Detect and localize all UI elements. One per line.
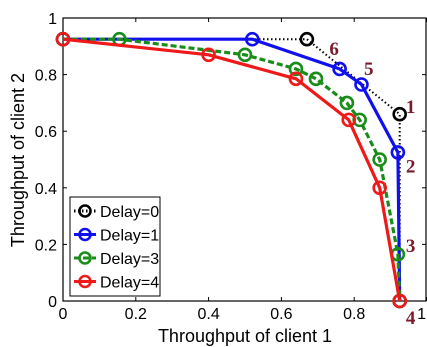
data-point — [55, 31, 71, 47]
legend-item: Delay=0 — [74, 204, 159, 221]
legend-label: Delay=3 — [100, 251, 159, 268]
data-point — [244, 31, 260, 47]
annotation-label: 4 — [406, 308, 416, 329]
data-point — [392, 106, 408, 122]
series-line — [63, 37, 402, 302]
legend: Delay=0 Delay=1 Delay=3 Delay=4 — [69, 196, 161, 297]
legend-item: Delay=3 — [74, 251, 159, 268]
legend-label: Delay=1 — [100, 228, 159, 245]
legend-item: Delay=4 — [74, 275, 159, 292]
x-tick-label: 1 — [417, 306, 426, 323]
annotation-label: 5 — [364, 59, 374, 80]
x-tick-label: 0.6 — [270, 306, 292, 323]
annotation-layer: 1 2 3 4 5 6 — [329, 39, 415, 329]
plot-border — [62, 17, 427, 302]
legend-label: Delay=4 — [100, 275, 159, 292]
annotation-label: 6 — [329, 39, 339, 60]
data-point — [372, 152, 387, 167]
x-tick-label: 0.4 — [197, 306, 219, 323]
annotation-label: 3 — [406, 236, 416, 257]
legend-marker — [78, 227, 92, 242]
plot-frame — [62, 17, 427, 302]
data-point — [390, 145, 406, 160]
data-point — [332, 61, 347, 77]
series-layer — [55, 31, 408, 309]
data-point — [201, 47, 216, 63]
y-tick-label: 0.8 — [35, 68, 57, 85]
data-point — [339, 95, 355, 111]
legend-box — [69, 196, 161, 297]
legend-label: Delay=0 — [100, 204, 159, 221]
x-axis-ticks: 0 0.2 0.4 0.6 0.8 1 — [59, 18, 427, 323]
y-axis-label: Throughput of client 2 — [8, 73, 28, 247]
x-tick-label: 0 — [59, 306, 68, 323]
data-point — [288, 71, 304, 87]
data-point — [237, 47, 253, 63]
legend-marker — [78, 251, 92, 265]
annotation-label: 2 — [406, 157, 416, 178]
legend-marker — [78, 204, 92, 218]
legend-item: Delay=1 — [74, 228, 159, 245]
data-point — [354, 77, 369, 92]
x-tick-label: 0.2 — [125, 306, 147, 323]
y-tick-label: 0.2 — [35, 237, 57, 254]
annotation-label: 1 — [406, 97, 416, 118]
y-tick-label: 0 — [48, 294, 57, 311]
y-tick-label: 0.6 — [35, 124, 57, 141]
data-point — [299, 31, 315, 47]
data-point — [288, 61, 304, 77]
series-line — [63, 37, 402, 302]
data-point — [372, 180, 387, 196]
legend-marker — [78, 274, 92, 289]
x-axis-label: Throughput of client 1 — [158, 326, 332, 346]
data-point — [308, 71, 324, 87]
series-line — [62, 37, 402, 302]
x-tick-label: 0.8 — [343, 306, 365, 323]
y-tick-label: 1 — [48, 11, 57, 28]
y-tick-label: 0.4 — [35, 181, 57, 198]
data-point — [341, 112, 357, 128]
y-axis-ticks: 0 0.2 0.4 0.6 0.8 1 — [35, 11, 426, 311]
series-delay-4 — [55, 31, 408, 309]
data-point — [392, 293, 408, 309]
